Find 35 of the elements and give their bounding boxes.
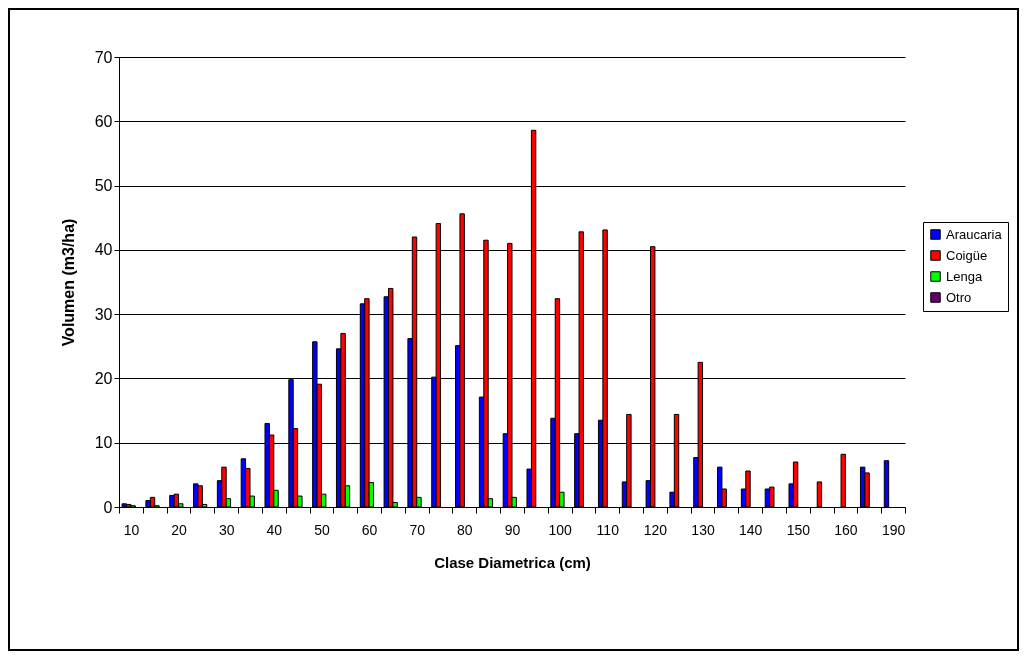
y-tick-label: 10 xyxy=(94,434,113,452)
x-tick-label: 30 xyxy=(218,521,235,538)
x-tick-label: 140 xyxy=(739,521,763,538)
y-tick-label: 30 xyxy=(94,305,113,323)
bar xyxy=(221,466,227,508)
y-tick-label: 70 xyxy=(94,48,113,66)
y-tick-label: 20 xyxy=(94,369,113,387)
x-tick-label: 20 xyxy=(171,521,188,538)
legend-label: Coigüe xyxy=(946,247,988,263)
x-tick-label: 150 xyxy=(786,521,811,538)
x-tick-label: 110 xyxy=(596,521,620,538)
x-tick-label: 90 xyxy=(504,521,521,538)
bar xyxy=(197,485,203,508)
bar xyxy=(173,493,180,508)
x-tick-label: 100 xyxy=(548,521,573,538)
y-tick-label: 60 xyxy=(94,112,113,130)
x-tick-label: 120 xyxy=(643,521,668,538)
x-axis-title: Clase Diametrica (cm) xyxy=(434,553,591,571)
x-tick-label: 160 xyxy=(834,521,858,538)
legend-label: Lenga xyxy=(946,268,983,284)
y-tick-label: 0 xyxy=(103,498,113,516)
x-tick-label: 190 xyxy=(881,521,906,538)
x-tick-label: 80 xyxy=(457,521,473,538)
x-tick-label: 70 xyxy=(409,521,426,538)
y-axis-title: Volumen (m3/ha) xyxy=(59,218,77,347)
x-tick-label: 10 xyxy=(123,521,140,538)
x-tick-label: 130 xyxy=(691,521,715,538)
legend-label: Otro xyxy=(946,289,972,305)
y-tick-label: 40 xyxy=(94,241,113,259)
x-tick-label: 60 xyxy=(361,521,378,538)
bar xyxy=(149,496,156,508)
legend-label: Araucaria xyxy=(946,226,1003,242)
y-tick-label: 50 xyxy=(94,177,113,195)
x-tick-label: 50 xyxy=(314,521,330,538)
x-tick-label: 40 xyxy=(266,521,283,538)
